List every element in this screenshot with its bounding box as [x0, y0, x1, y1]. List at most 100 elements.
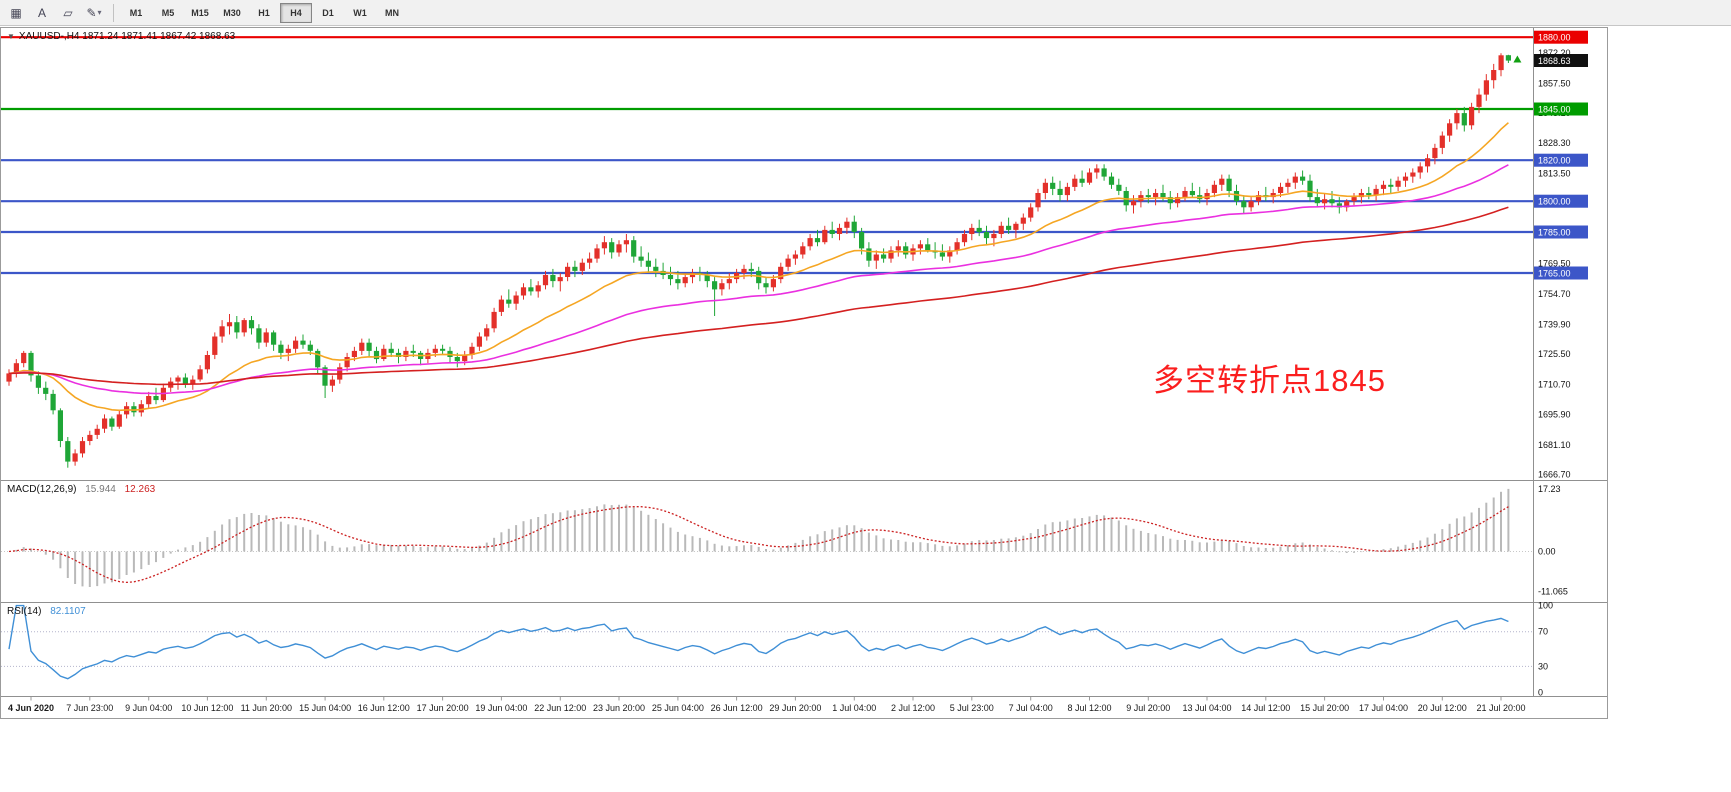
macd-main-value: 15.944: [85, 484, 116, 495]
svg-text:1725.50: 1725.50: [1538, 349, 1571, 359]
svg-text:1813.50: 1813.50: [1538, 169, 1571, 179]
svg-text:1868.63: 1868.63: [1538, 56, 1571, 66]
rsi-tick: 100: [1538, 601, 1553, 611]
price-badge-1785.00: 1785.00: [1534, 225, 1588, 239]
svg-text:5 Jul 23:00: 5 Jul 23:00: [950, 703, 994, 713]
macd-label: MACD(12,26,9): [7, 484, 77, 495]
svg-text:15 Jul 20:00: 15 Jul 20:00: [1300, 703, 1349, 713]
svg-text:1857.50: 1857.50: [1538, 78, 1571, 88]
svg-text:25 Jun 04:00: 25 Jun 04:00: [652, 703, 704, 713]
price-badge-1765.00: 1765.00: [1534, 266, 1588, 280]
svg-text:1666.70: 1666.70: [1538, 470, 1571, 480]
line-studies-icon[interactable]: ✎ ▾: [86, 5, 102, 20]
chart-svg: 1872.201857.501843.101828.301813.501769.…: [1, 28, 1607, 713]
toolbar-separator: [113, 3, 114, 22]
svg-text:9 Jun 04:00: 9 Jun 04:00: [125, 703, 172, 713]
svg-text:8 Jul 12:00: 8 Jul 12:00: [1067, 703, 1111, 713]
annotation-text[interactable]: 多空转折点1845: [1153, 363, 1386, 398]
macd-histogram: [15, 488, 1510, 587]
macd-tick: 17.23: [1538, 484, 1561, 494]
price-badge-1868.63: 1868.63: [1534, 54, 1588, 67]
rsi-line: [8, 604, 1509, 680]
timeframe-button-m15[interactable]: M15: [191, 7, 209, 18]
svg-text:17 Jun 20:00: 17 Jun 20:00: [417, 703, 469, 713]
svg-text:1785.00: 1785.00: [1538, 228, 1571, 238]
symbol-ohlc-line: ▼ XAUUSD-,H4 1871.24 1871.41 1867.42 1868…: [7, 31, 235, 42]
svg-text:7 Jun 23:00: 7 Jun 23:00: [66, 703, 113, 713]
svg-text:1681.10: 1681.10: [1538, 440, 1571, 450]
svg-text:1710.70: 1710.70: [1538, 379, 1571, 389]
macd-tick: -11.065: [1538, 587, 1568, 597]
dropdown-caret-icon: ▾: [97, 8, 102, 17]
rsi-tick: 30: [1538, 661, 1548, 671]
macd-label-row: MACD(12,26,9) 15.944 12.263: [7, 484, 155, 495]
svg-text:19 Jun 04:00: 19 Jun 04:00: [475, 703, 527, 713]
svg-text:23 Jun 20:00: 23 Jun 20:00: [593, 703, 645, 713]
timeframe-button-h1[interactable]: H1: [258, 7, 270, 18]
windows-tile-icon[interactable]: ▦: [10, 5, 22, 20]
timeframe-button-w1[interactable]: W1: [353, 7, 367, 18]
svg-text:13 Jul 04:00: 13 Jul 04:00: [1182, 703, 1231, 713]
svg-text:15 Jun 04:00: 15 Jun 04:00: [299, 703, 351, 713]
ma-line-20: [8, 122, 1509, 412]
candles: [6, 53, 1511, 468]
svg-text:1820.00: 1820.00: [1538, 156, 1571, 166]
text-tool-icon[interactable]: A: [37, 5, 46, 20]
price-badge-1845.00: 1845.00: [1534, 102, 1588, 116]
svg-text:22 Jun 12:00: 22 Jun 12:00: [534, 703, 586, 713]
svg-text:1765.00: 1765.00: [1538, 269, 1571, 279]
chart-window: 1872.201857.501843.101828.301813.501769.…: [0, 27, 1608, 719]
timeframe-button-mn[interactable]: MN: [385, 7, 399, 18]
svg-text:17 Jul 04:00: 17 Jul 04:00: [1359, 703, 1408, 713]
top-toolbar: ▦ A ▱ ✎ ▾ M1 M5 M15 M30 H1 H4 D1 W1 MN: [0, 0, 1731, 26]
price-badge-1880.00: 1880.00: [1534, 30, 1588, 44]
timeframe-button-m30[interactable]: M30: [223, 7, 241, 18]
svg-text:4 Jun 2020: 4 Jun 2020: [8, 703, 54, 713]
objects-tool-icon[interactable]: ▱: [63, 5, 73, 20]
toolbar-timeframes: M1 M5 M15 M30 H1 H4 D1 W1 MN: [120, 2, 408, 23]
svg-text:1754.70: 1754.70: [1538, 289, 1571, 299]
rsi-label: RSI(14): [7, 606, 42, 617]
ma-line-55: [8, 164, 1509, 395]
svg-text:2 Jul 12:00: 2 Jul 12:00: [891, 703, 935, 713]
svg-text:10 Jun 12:00: 10 Jun 12:00: [181, 703, 233, 713]
svg-text:26 Jun 12:00: 26 Jun 12:00: [711, 703, 763, 713]
svg-text:14 Jul 12:00: 14 Jul 12:00: [1241, 703, 1290, 713]
horizontal-levels: [1, 36, 1533, 275]
svg-text:1872.20: 1872.20: [1538, 48, 1571, 58]
svg-text:21 Jul 20:00: 21 Jul 20:00: [1476, 703, 1525, 713]
macd-signal-line: [8, 506, 1509, 584]
timeframe-button-m1[interactable]: M1: [129, 7, 143, 18]
symbol-ohlc-text: XAUUSD-,H4 1871.24 1871.41 1867.42 1868.…: [18, 31, 236, 42]
svg-text:1739.90: 1739.90: [1538, 319, 1571, 329]
svg-text:1695.90: 1695.90: [1538, 410, 1571, 420]
svg-text:1769.50: 1769.50: [1538, 259, 1571, 269]
timeframe-button-h4[interactable]: H4: [280, 2, 312, 23]
rsi-tick: 70: [1538, 627, 1548, 637]
macd-signal-value: 12.263: [124, 484, 156, 495]
ma-line-120: [8, 206, 1509, 386]
time-axis: 4 Jun 2020 7 Jun 23:00 9 Jun 04:00 10 Jun 1…: [8, 697, 1526, 713]
svg-text:1845.00: 1845.00: [1538, 105, 1571, 115]
price-arrow-icon: [1513, 55, 1522, 63]
svg-text:11 Jun 20:00: 11 Jun 20:00: [241, 703, 292, 713]
price-badge-1820.00: 1820.00: [1534, 153, 1588, 167]
macd-tick: 0.00: [1538, 547, 1556, 557]
collapse-arrow-icon[interactable]: ▼: [7, 32, 15, 41]
rsi-label-row: RSI(14) 82.1107: [7, 606, 86, 617]
timeframe-button-d1[interactable]: D1: [322, 7, 334, 18]
svg-text:16 Jun 12:00: 16 Jun 12:00: [358, 703, 410, 713]
toolbar-tools: ▦ A ▱ ✎ ▾: [3, 2, 107, 24]
svg-text:20 Jul 12:00: 20 Jul 12:00: [1418, 703, 1467, 713]
svg-text:1800.00: 1800.00: [1538, 197, 1571, 207]
pane-separators: [1, 28, 1607, 697]
svg-text:1880.00: 1880.00: [1538, 33, 1571, 43]
chart-canvas[interactable]: 1872.201857.501843.101828.301813.501769.…: [1, 28, 1607, 718]
price-badge-1800.00: 1800.00: [1534, 194, 1588, 208]
svg-text:29 Jun 20:00: 29 Jun 20:00: [769, 703, 821, 713]
svg-text:7 Jul 04:00: 7 Jul 04:00: [1009, 703, 1053, 713]
svg-text:9 Jul 20:00: 9 Jul 20:00: [1126, 703, 1170, 713]
rsi-tick: 0: [1538, 688, 1543, 698]
timeframe-button-m5[interactable]: M5: [161, 7, 175, 18]
